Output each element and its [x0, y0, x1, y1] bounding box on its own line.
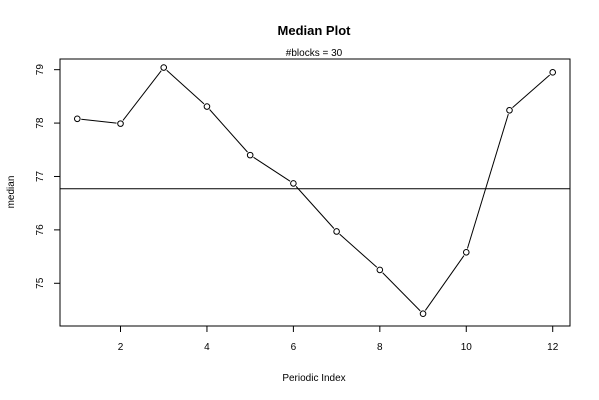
data-point-5 — [246, 151, 254, 159]
series-segment-1 — [81, 118, 117, 124]
x-axis-label: Periodic Index — [282, 373, 345, 384]
series-segment-5 — [253, 156, 291, 182]
series-segment-8 — [382, 272, 421, 312]
chart-subtitle: #blocks = 30 — [286, 48, 343, 59]
data-point-6 — [290, 180, 297, 187]
x-tick-label-8: 8 — [377, 342, 383, 353]
x-axis: 2 4 6 8 10 12 — [118, 326, 559, 353]
data-point-4 — [203, 103, 211, 110]
series-segment-6 — [295, 186, 335, 229]
series-segment-4 — [209, 109, 248, 153]
y-tick-label-79: 79 — [35, 64, 46, 76]
data-point-8 — [376, 266, 384, 274]
data-point-11 — [506, 106, 513, 114]
y-tick-label-77: 77 — [35, 170, 46, 182]
x-tick-label-6: 6 — [291, 342, 297, 353]
data-point-9 — [419, 310, 427, 318]
series-segment-10 — [466, 113, 509, 249]
series-segment-2 — [122, 70, 162, 121]
x-tick-label-4: 4 — [204, 342, 210, 353]
y-axis-label: median — [6, 176, 17, 209]
y-tick-label-78: 78 — [35, 117, 46, 129]
x-tick-label-12: 12 — [547, 342, 559, 353]
data-point-3 — [160, 64, 168, 71]
data-point-1 — [73, 115, 81, 123]
y-tick-label-75: 75 — [35, 277, 46, 289]
data-point-10 — [462, 249, 470, 256]
data-point-2 — [117, 120, 124, 127]
chart-title: Median Plot — [278, 23, 352, 38]
series-segment-3 — [166, 69, 205, 105]
data-point-12 — [549, 69, 557, 76]
series-segment-11 — [512, 74, 551, 109]
series-segment-9 — [424, 255, 465, 311]
series-segment-7 — [339, 233, 378, 268]
x-tick-label-2: 2 — [118, 342, 124, 353]
data-point-7 — [333, 228, 340, 235]
y-axis: 75 76 77 78 79 — [35, 64, 60, 289]
y-tick-label-76: 76 — [35, 224, 46, 236]
median-series — [73, 64, 557, 318]
plot-frame — [59, 58, 571, 327]
x-tick-label-10: 10 — [461, 342, 473, 353]
